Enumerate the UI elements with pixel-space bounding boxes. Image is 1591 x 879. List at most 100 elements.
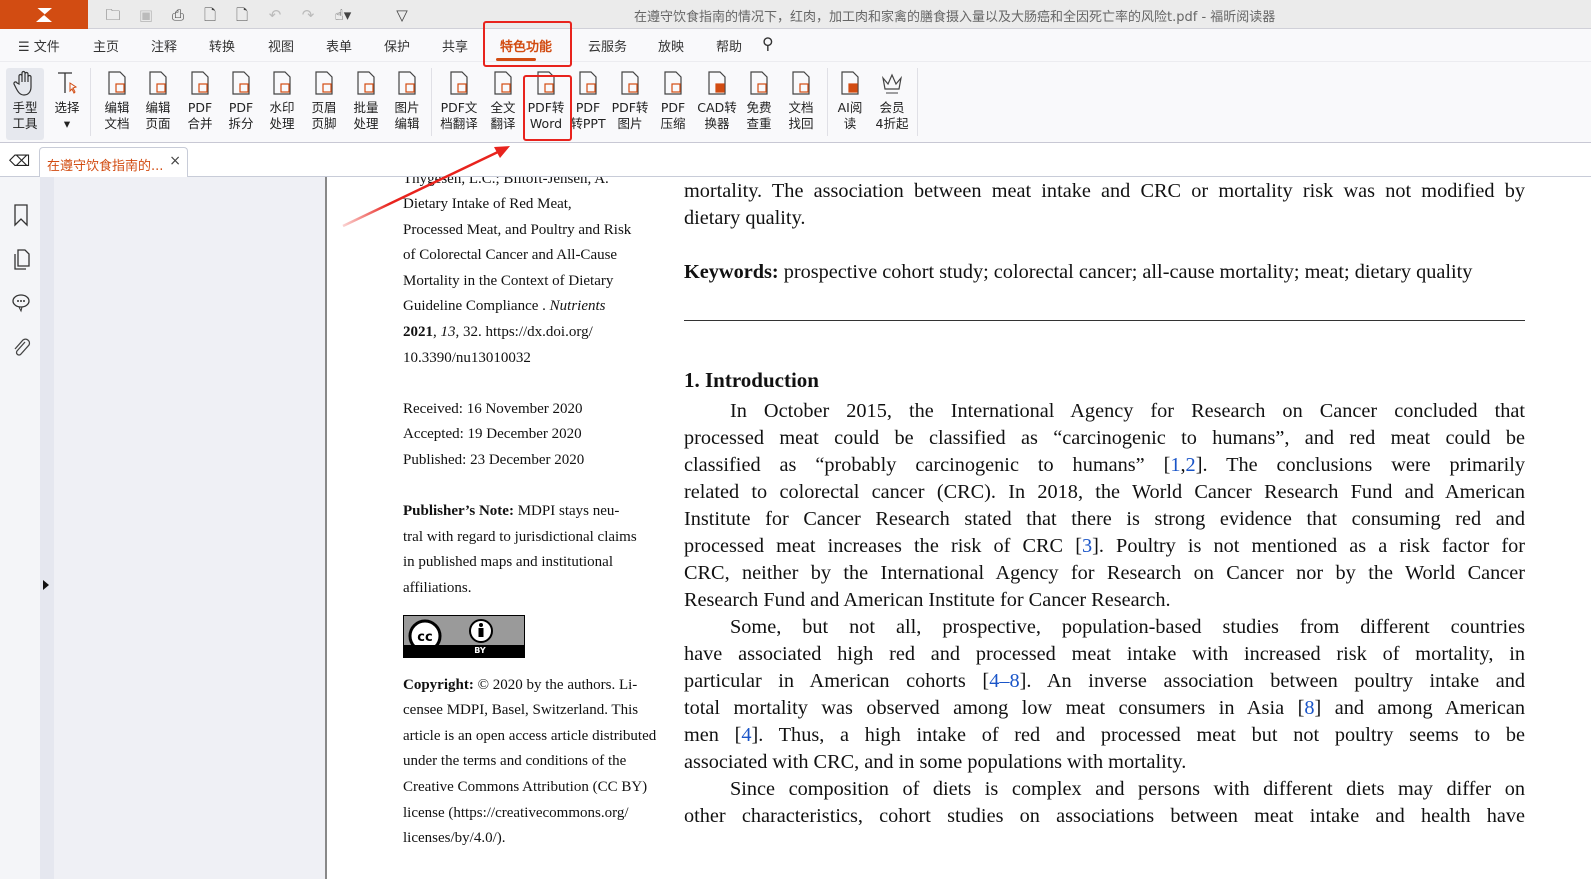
text-line: in published maps and institutional: [403, 554, 613, 571]
text-segment: 1. Introduction: [684, 368, 819, 392]
text-select-button[interactable]: 选择 ▾: [50, 68, 84, 140]
page-icon[interactable]: 🗋: [203, 6, 217, 24]
ribbon-separator: [90, 68, 91, 136]
split-button[interactable]: PDF 拆分: [223, 68, 259, 140]
text-line: Guideline Compliance . Nutrients: [403, 298, 605, 315]
cad-button[interactable]: CAD转 换器: [696, 68, 738, 140]
hand-button[interactable]: 手型 工具: [6, 68, 44, 140]
pdf-to-ppt-button[interactable]: PDF 转PPT: [569, 68, 607, 140]
header-footer-button[interactable]: 页眉 页脚: [306, 68, 342, 140]
redo-icon[interactable]: ↷: [301, 6, 315, 24]
section-divider: [684, 320, 1525, 321]
pdf-to-word-button[interactable]: PDF转 Word: [526, 68, 566, 140]
full-translate-icon: [485, 70, 521, 96]
menu-tab[interactable]: 云服务: [588, 40, 628, 55]
customize-dropdown-icon[interactable]: ▽: [396, 6, 408, 24]
document-tab-bar: ⌫ 在遵守饮食指南的... ×: [0, 143, 1591, 177]
panel-divider[interactable]: [325, 177, 327, 879]
undo-icon[interactable]: ↶: [268, 6, 282, 24]
menu-file[interactable]: ☰ 文件: [18, 40, 60, 55]
text-line: of Colorectal Cancer and All-Cause: [403, 247, 617, 264]
text-segment: Institute for Cancer Research stated tha…: [684, 508, 1525, 530]
ai-read-icon: [832, 70, 868, 96]
text-line: dietary quality.: [684, 207, 1525, 230]
pdf-to-image-button[interactable]: PDF转 图片: [610, 68, 650, 140]
menu-tab[interactable]: 保护: [384, 40, 411, 55]
merge-button[interactable]: PDF 合并: [182, 68, 218, 140]
citation-link[interactable]: 4–8: [989, 670, 1020, 692]
ribbon-separator: [917, 68, 918, 136]
text-segment: licenses/by/4.0/).: [403, 830, 506, 846]
open-folder-icon[interactable]: 🗀: [105, 6, 121, 24]
menu-tab[interactable]: 特色功能: [500, 40, 553, 55]
image-edit-icon: [389, 70, 425, 96]
text-segment: Guideline Compliance .: [403, 298, 550, 314]
text-segment: Mortality in the Context of Dietary: [403, 273, 614, 289]
watermark-button[interactable]: 水印 处理: [264, 68, 300, 140]
compress-button[interactable]: PDF 压缩: [655, 68, 691, 140]
text-segment: Keywords:: [684, 261, 779, 283]
edit-page-button[interactable]: 编辑 页面: [140, 68, 176, 140]
menu-tab[interactable]: 视图: [268, 40, 295, 55]
pdf-to-ppt-icon: [569, 70, 607, 96]
text-segment: license (https://creativecommons.org/: [403, 805, 629, 821]
full-translate-button[interactable]: 全文 翻译: [485, 68, 521, 140]
pages-icon[interactable]: [10, 247, 32, 271]
split-icon: [223, 70, 259, 96]
menu-tab[interactable]: 放映: [658, 40, 685, 55]
menu-tab[interactable]: 主页: [93, 40, 120, 55]
text-line: affiliations.: [403, 580, 471, 597]
pdf-page: Thygesen, L.C.; Biltoft-Jensen, A. Dietar…: [327, 177, 1591, 879]
image-edit-button[interactable]: 图片 编辑: [389, 68, 425, 140]
citation-link[interactable]: 8: [1304, 697, 1315, 719]
text-segment: men [: [684, 724, 742, 746]
print-icon[interactable]: ⎙: [171, 6, 184, 24]
text-segment: mortality. The association between meat …: [684, 180, 1525, 202]
cad-icon: [696, 70, 738, 96]
left-sidebar: [0, 177, 40, 879]
text-line: 10.3390/nu13010032: [403, 350, 531, 367]
menu-tab[interactable]: 转换: [209, 40, 236, 55]
text-segment: other characteristics, cohort studies on…: [684, 805, 1525, 827]
edit-document-button[interactable]: 编辑 文档: [99, 68, 135, 140]
menu-tab[interactable]: 表单: [326, 40, 353, 55]
batch-button[interactable]: 批量 处理: [348, 68, 384, 140]
plagiarism-button[interactable]: 免费 查重: [741, 68, 777, 140]
close-tab-button[interactable]: ×: [169, 153, 181, 169]
ai-read-button[interactable]: AI阅读: [832, 68, 868, 140]
text-line: Processed Meat, and Poultry and Risk: [403, 222, 631, 239]
menu-tab[interactable]: 注释: [151, 40, 178, 55]
text-segment: Thygesen, L.C.; Biltoft-Jensen, A.: [403, 177, 609, 187]
foxit-logo[interactable]: [0, 0, 88, 29]
citation-link[interactable]: 1: [1170, 454, 1181, 476]
search-icon[interactable]: ⚲: [762, 34, 774, 53]
crown-button[interactable]: 会员 4折起: [873, 68, 911, 140]
text-line: Keywords: prospective cohort study; colo…: [684, 261, 1525, 284]
recover-button[interactable]: 文档 找回: [783, 68, 819, 140]
expand-panel-arrow-icon[interactable]: [43, 580, 49, 590]
document-tab[interactable]: 在遵守饮食指南的... ×: [39, 147, 188, 177]
save-icon[interactable]: ▣: [138, 6, 154, 24]
eraser-icon[interactable]: ⌫: [9, 152, 31, 170]
new-page-icon[interactable]: 🗋: [235, 6, 249, 24]
hand-dropdown-icon[interactable]: ☝▾: [334, 6, 352, 24]
text-segment: of Colorectal Cancer and All-Cause: [403, 247, 618, 263]
text-segment: ]. The conclusions were primarily: [1195, 454, 1525, 476]
text-segment: article is an open access article distri…: [403, 728, 657, 744]
menu-tab[interactable]: 共享: [442, 40, 469, 55]
citation-link[interactable]: 4: [741, 724, 752, 746]
text-segment: processed meat could be classified as “c…: [684, 427, 1525, 449]
text-line: Dietary Intake of Red Meat,: [403, 196, 572, 213]
comments-icon[interactable]: [10, 290, 32, 314]
doc-translate-button[interactable]: PDF文 档翻译: [438, 68, 480, 140]
citation-link[interactable]: 2: [1185, 454, 1196, 476]
citation-link[interactable]: 3: [1081, 535, 1093, 557]
text-line: censee MDPI, Basel, Switzerland. This: [403, 702, 638, 719]
text-line: Received: 16 November 2020: [403, 401, 583, 418]
text-segment: Some, but not all, prospective, populati…: [730, 616, 1525, 638]
attachment-icon[interactable]: [10, 336, 32, 360]
text-segment: classified as “probably carcinogenic to …: [684, 454, 1171, 476]
bookmark-icon[interactable]: [10, 203, 32, 227]
menu-tab[interactable]: 帮助: [716, 40, 743, 55]
text-line: other characteristics, cohort studies on…: [684, 805, 1525, 828]
